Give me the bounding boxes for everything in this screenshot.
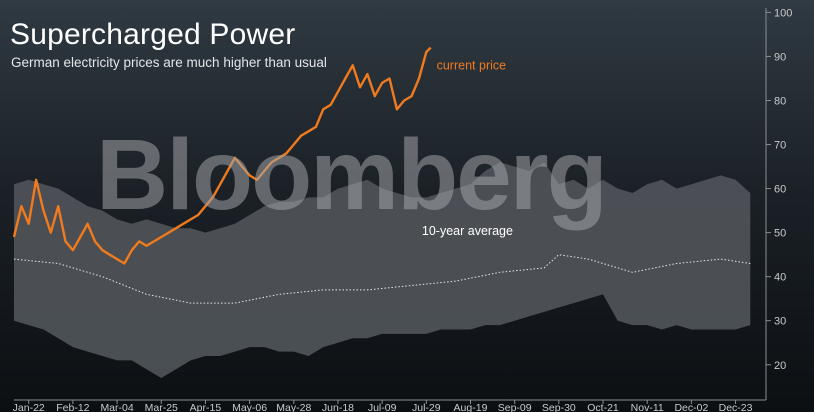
x-tick-label-Dec-02: Dec-02 <box>674 402 708 412</box>
x-tick-label-Oct-21: Oct-21 <box>587 402 619 412</box>
x-tick-label-Nov-11: Nov-11 <box>631 402 664 412</box>
avg-line <box>13 254 751 304</box>
x-tick-label-Dec-23: Dec-23 <box>719 402 753 412</box>
current-price-label: current price <box>437 59 507 73</box>
y-tick-label-30: 30 <box>774 316 786 328</box>
y-tick-label-50: 50 <box>774 228 786 240</box>
x-tick-label-Sep-30: Sep-30 <box>542 402 576 412</box>
x-tick-label-May-28: May-28 <box>276 402 311 412</box>
x-tick-label-Jun-18: Jun-18 <box>322 402 354 412</box>
y-tick-label-40: 40 <box>774 272 786 284</box>
x-tick-label-Feb-12: Feb-12 <box>56 402 89 412</box>
x-tick-label-Apr-15: Apr-15 <box>190 402 222 412</box>
x-tick-label-Jul-29: Jul-29 <box>412 402 441 412</box>
y-tick-label-80: 80 <box>774 95 786 107</box>
current-price-line <box>12 46 432 265</box>
x-tick-label-Jul-09: Jul-09 <box>368 402 397 412</box>
chart-subtitle: German electricity prices are much highe… <box>11 55 327 70</box>
x-tick-label-May-06: May-06 <box>232 402 267 412</box>
x-tick-label-Mar-04: Mar-04 <box>100 402 133 412</box>
x-tick-label-Jan-22: Jan-22 <box>13 402 45 412</box>
range-band <box>14 162 751 378</box>
bloomberg-watermark: Bloomberg <box>96 119 608 231</box>
x-tick-label-Sep-09: Sep-09 <box>498 402 532 412</box>
x-tick-label-Aug-19: Aug-19 <box>454 402 488 412</box>
y-tick-label-70: 70 <box>774 140 786 152</box>
chart-title: Supercharged Power <box>10 18 296 51</box>
y-tick-label-100: 100 <box>774 7 792 19</box>
y-tick-label-60: 60 <box>774 184 786 196</box>
y-tick-label-20: 20 <box>774 360 786 372</box>
y-tick-label-90: 90 <box>774 51 786 63</box>
avg-label: 10-year average <box>422 224 513 238</box>
x-tick-label-Mar-25: Mar-25 <box>145 402 178 412</box>
